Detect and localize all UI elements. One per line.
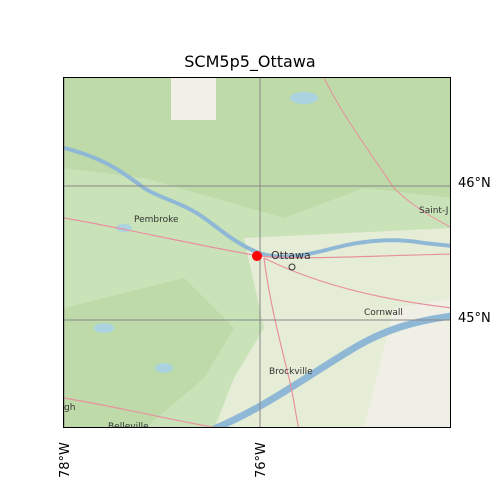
road <box>263 257 450 309</box>
map-canvas[interactable]: Pembroke Ottawa Cornwall Brockville Bell… <box>63 77 451 428</box>
lake <box>290 92 318 104</box>
road <box>263 257 300 427</box>
ottawa-river <box>64 146 450 259</box>
forest-area <box>64 278 234 427</box>
place-brockville: Brockville <box>269 367 313 377</box>
lon-label-78: 78°W <box>58 442 73 478</box>
place-ottawa: Ottawa <box>271 249 311 262</box>
place-gh: gh <box>64 403 75 413</box>
lat-label-46: 46°N <box>458 176 491 191</box>
lat-label-45: 45°N <box>458 311 491 326</box>
map-title: SCM5p5_Ottawa <box>184 52 316 71</box>
st-lawrence-river <box>212 312 450 427</box>
clearing-area <box>171 78 216 120</box>
forest-area <box>64 78 450 218</box>
ottawa-capital-icon <box>288 263 296 271</box>
road <box>64 397 216 427</box>
place-belleville: Belleville <box>108 422 149 428</box>
lake <box>94 323 114 333</box>
farmland-area <box>364 298 450 427</box>
place-pembroke: Pembroke <box>134 215 179 225</box>
place-cornwall: Cornwall <box>364 308 403 318</box>
place-saint: Saint-J <box>419 206 448 216</box>
lon-label-76: 76°W <box>254 442 269 478</box>
road <box>323 78 450 228</box>
lake <box>155 363 173 373</box>
map-svg: Pembroke Ottawa Cornwall Brockville Bell… <box>64 78 450 428</box>
station-marker[interactable] <box>252 251 262 261</box>
